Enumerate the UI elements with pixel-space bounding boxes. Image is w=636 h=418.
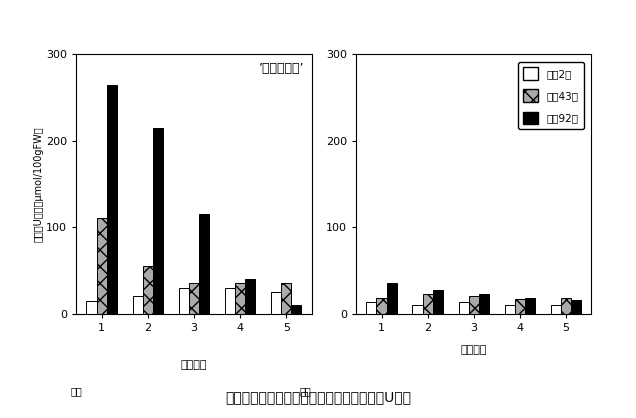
Bar (387, 283, 397, 314)
Text: ’金系２０１’: ’金系２０１’ (259, 62, 305, 75)
Bar (86, 301, 97, 314)
Bar (271, 292, 281, 314)
Bar (133, 296, 142, 314)
Y-axis label: ビタミU含量（μmol/100gFW）: ビタミU含量（μmol/100gFW） (33, 126, 43, 242)
Bar (561, 298, 571, 314)
Text: 内側: 内側 (71, 386, 82, 396)
Bar (179, 288, 189, 314)
Bar (459, 302, 469, 314)
Bar (422, 295, 432, 314)
Bar (291, 305, 301, 314)
Bar (571, 300, 581, 314)
Text: 第２図　低温貯蔵キャベツの葉位別ビタミU含量: 第２図 低温貯蔵キャベツの葉位別ビタミU含量 (225, 390, 411, 404)
Bar (225, 288, 235, 314)
Bar (469, 296, 479, 314)
Legend: 貯藹2日, 貯藹43日, 貯藹92日: 貯藹2日, 貯藹43日, 貯藹92日 (518, 62, 584, 130)
Bar (479, 295, 489, 314)
Bar (377, 298, 387, 314)
Bar (281, 283, 291, 314)
Text: 外側: 外側 (300, 386, 312, 396)
Bar (413, 305, 422, 314)
Bar (235, 283, 245, 314)
Bar (515, 299, 525, 314)
Bar (189, 283, 199, 314)
Bar (153, 128, 163, 314)
Bar (432, 290, 443, 314)
Text: 結球葉位: 結球葉位 (460, 344, 487, 354)
Text: 結球葉位: 結球葉位 (181, 360, 207, 370)
Bar (245, 279, 255, 314)
Bar (142, 266, 153, 314)
Bar (199, 214, 209, 314)
Bar (97, 219, 107, 314)
Bar (525, 298, 535, 314)
Text: ’T６１２’: ’T６１２’ (546, 62, 584, 75)
Bar (505, 305, 515, 314)
Bar (107, 84, 117, 314)
Bar (366, 302, 377, 314)
Bar (551, 305, 561, 314)
